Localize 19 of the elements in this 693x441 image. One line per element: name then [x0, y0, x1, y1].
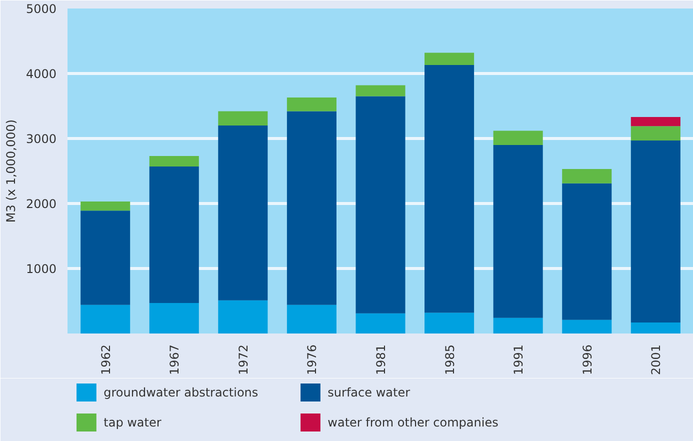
x-tick-label: 1991: [512, 344, 526, 376]
x-tick-label: 1976: [305, 344, 320, 376]
x-tick-label: 1981: [374, 344, 388, 376]
legend-label: tap water: [104, 416, 162, 430]
x-tick-label: 1985: [442, 344, 457, 376]
x-tick-label: 1967: [168, 344, 182, 376]
x-tick-label: 2001: [649, 344, 664, 376]
y-tick-label: 1000: [26, 262, 57, 276]
y-tick-label: 5000: [26, 2, 57, 16]
y-tick-label: 2000: [26, 197, 57, 211]
x-tick-label: 1962: [98, 344, 113, 376]
legend-label: groundwater abstractions: [104, 386, 258, 400]
y-axis-title: M3 (x 1,000,000): [4, 119, 18, 223]
legend-label: water from other companies: [328, 416, 498, 430]
y-tick-label: 3000: [26, 132, 57, 146]
legend-label: surface water: [328, 386, 410, 400]
x-tick-label: 1996: [580, 344, 594, 376]
y-tick-label: 4000: [26, 67, 57, 81]
x-tick-label: 1972: [236, 344, 250, 376]
